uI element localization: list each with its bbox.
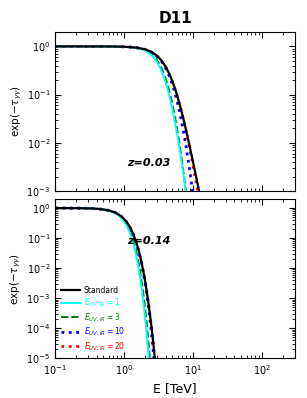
Text: z=0.14: z=0.14 <box>127 236 170 246</box>
Y-axis label: exp($-\tau_{\gamma\gamma}$): exp($-\tau_{\gamma\gamma}$) <box>9 253 23 304</box>
Text: D11: D11 <box>158 11 192 26</box>
X-axis label: E [TeV]: E [TeV] <box>153 382 197 396</box>
Y-axis label: exp($-\tau_{\gamma\gamma}$): exp($-\tau_{\gamma\gamma}$) <box>9 86 24 137</box>
Legend: Standard, $E_{UV,IR}=1$, $E_{UV,IR}=3$, $E_{UV,IR}=10$, $E_{UV,IR}=20$: Standard, $E_{UV,IR}=1$, $E_{UV,IR}=3$, … <box>59 284 126 354</box>
Text: z=0.03: z=0.03 <box>127 158 170 168</box>
